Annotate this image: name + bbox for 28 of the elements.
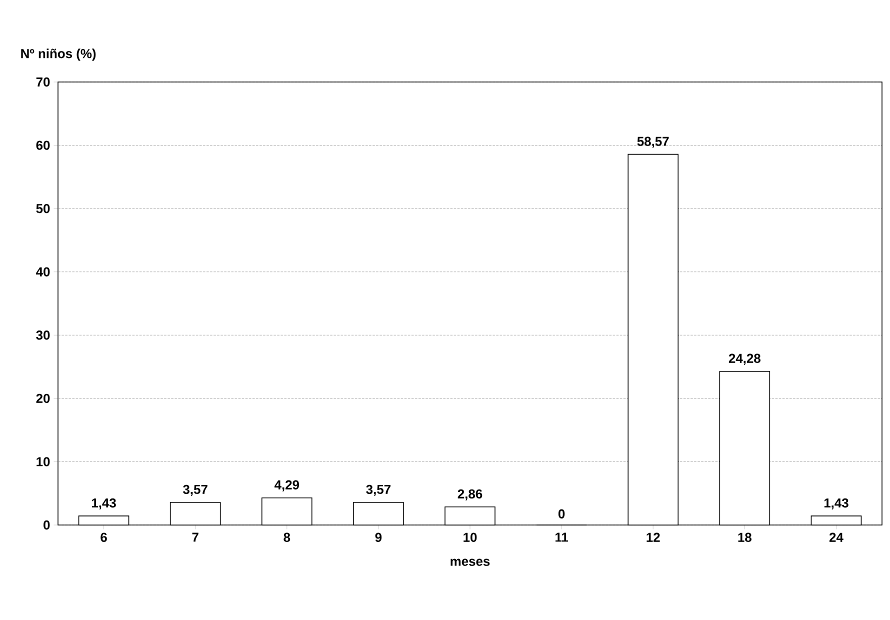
x-axis-title: meses: [450, 558, 490, 566]
y-tick-label: 40: [36, 267, 50, 276]
y-tick-label: 30: [36, 330, 50, 340]
data-label: 3,57: [366, 484, 390, 496]
x-tick-label: 8: [284, 532, 290, 542]
y-tick-label: 20: [36, 394, 50, 404]
x-tick-label: 10: [464, 532, 477, 542]
x-tick-label: 24: [829, 532, 844, 542]
y-tick-label: 70: [36, 77, 50, 87]
y-axis-title: Nº niños (%): [21, 48, 96, 61]
x-tick-label: 6: [100, 532, 107, 542]
x-tick-label: 9: [375, 532, 382, 542]
y-tick-label: 0: [44, 520, 50, 530]
x-tick-label: 18: [738, 532, 752, 542]
data-label: 4,29: [274, 480, 300, 492]
y-tick-label: 10: [36, 457, 50, 466]
x-tick-label: 11: [556, 532, 568, 542]
data-label: 24,28: [728, 354, 760, 365]
x-tick-label: 12: [646, 532, 660, 542]
y-tick-label: 60: [36, 140, 50, 150]
data-label: 1,43: [92, 498, 116, 510]
data-label: 1,43: [824, 498, 848, 510]
data-label: 2,86: [458, 489, 482, 500]
data-label: 58,57: [637, 136, 669, 148]
x-tick-label: 7: [192, 532, 198, 542]
data-label: 0: [558, 509, 565, 518]
y-tick-label: 50: [36, 204, 50, 214]
data-label: 3,57: [183, 484, 208, 496]
